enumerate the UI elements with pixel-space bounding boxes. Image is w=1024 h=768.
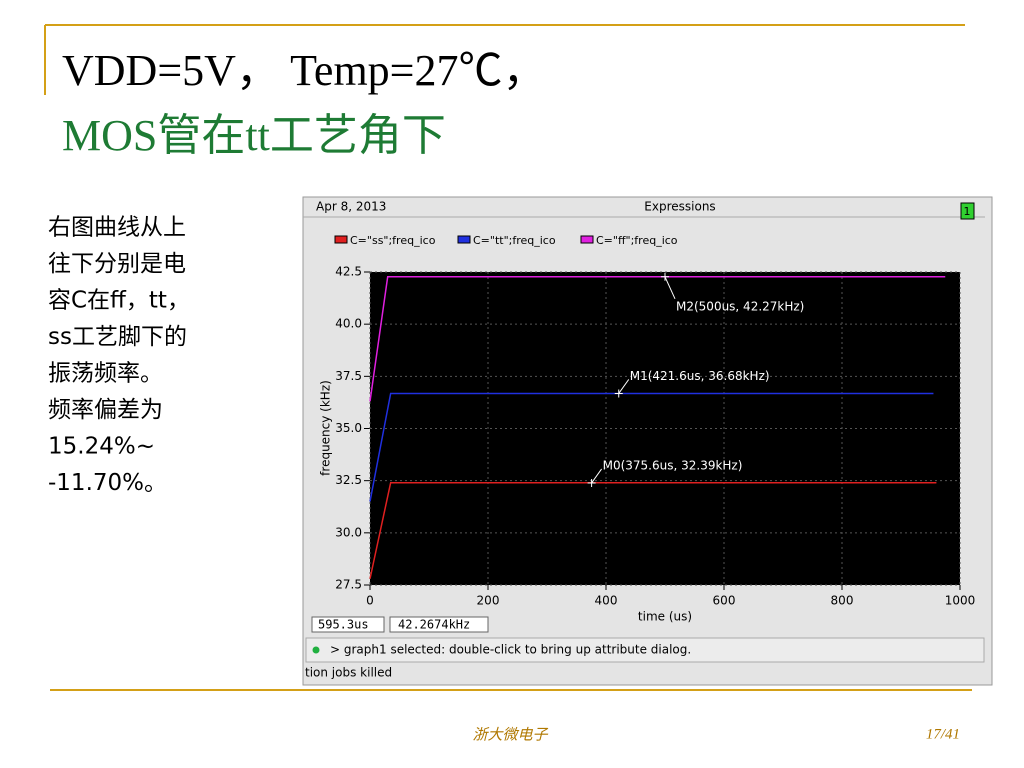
status-text: > graph1 selected: double-click to bring… xyxy=(330,643,691,657)
y-tick-label: 37.5 xyxy=(335,369,362,383)
y-tick-label: 32.5 xyxy=(335,473,362,487)
y-axis-label: frequency (kHz) xyxy=(319,380,333,476)
y-tick-label: 42.5 xyxy=(335,265,362,279)
footer-page: 17/41 xyxy=(926,726,960,742)
legend-swatch xyxy=(334,235,348,244)
body-line: 往下分别是电 xyxy=(48,251,186,277)
y-tick-label: 30.0 xyxy=(335,525,362,539)
legend-label: C="tt";freq_ico xyxy=(473,234,556,247)
x-tick-label: 400 xyxy=(595,594,618,608)
title: VDD=5V， Temp=27℃， xyxy=(62,46,547,95)
x-tick-label: 800 xyxy=(831,594,854,608)
x-tick-label: 1000 xyxy=(945,594,976,608)
readout-box xyxy=(389,616,489,633)
readout-x: 595.3us xyxy=(318,618,369,632)
legend-swatch xyxy=(580,235,594,244)
y-tick-label: 27.5 xyxy=(335,578,362,592)
body-line: 频率偏差为 xyxy=(48,397,163,423)
readout-y: 42.2674kHz xyxy=(398,618,470,632)
marker xyxy=(661,272,669,281)
legend-label: C="ss";freq_ico xyxy=(350,234,436,247)
badge xyxy=(960,202,975,220)
marker-leader xyxy=(591,468,603,484)
footer-org: 浙大微电子 xyxy=(472,726,548,744)
marker-label: M1(421.6us, 36.68kHz) xyxy=(630,369,770,383)
readout-box xyxy=(311,616,385,633)
window-date: Apr 8, 2013 xyxy=(316,200,386,214)
y-tick-label: 40.0 xyxy=(335,317,362,331)
subtitle: MOS管在tt工艺角下 xyxy=(62,111,446,160)
body-line: -11.70%。 xyxy=(48,470,167,496)
status-dot xyxy=(312,646,320,654)
legend-swatch xyxy=(457,235,471,244)
series-line xyxy=(369,392,934,502)
log-text: tion jobs killed xyxy=(305,666,392,680)
marker-leader xyxy=(664,276,676,300)
body-line: 容C在ff，tt， xyxy=(48,288,190,314)
marker-leader xyxy=(618,379,630,394)
badge-text: 1 xyxy=(964,205,971,218)
body-line: 振荡频率。 xyxy=(48,361,163,387)
window-heading: Expressions xyxy=(644,200,715,214)
status-bar xyxy=(305,637,985,663)
x-tick-label: 600 xyxy=(713,594,736,608)
x-tick-label: 200 xyxy=(477,594,500,608)
body-line: 右图曲线从上 xyxy=(48,215,186,241)
marker-label: M2(500us, 42.27kHz) xyxy=(676,299,804,313)
series-line xyxy=(369,482,937,579)
marker-label: M0(375.6us, 32.39kHz) xyxy=(603,458,743,472)
y-tick-label: 35.0 xyxy=(335,421,362,435)
x-tick-label: 0 xyxy=(366,594,374,608)
legend-label: C="ff";freq_ico xyxy=(596,234,678,247)
body-line: 15.24%~ xyxy=(48,434,155,460)
x-axis-label: time (us) xyxy=(638,610,692,624)
series-line xyxy=(369,276,946,402)
body-line: ss工艺脚下的 xyxy=(48,324,187,350)
